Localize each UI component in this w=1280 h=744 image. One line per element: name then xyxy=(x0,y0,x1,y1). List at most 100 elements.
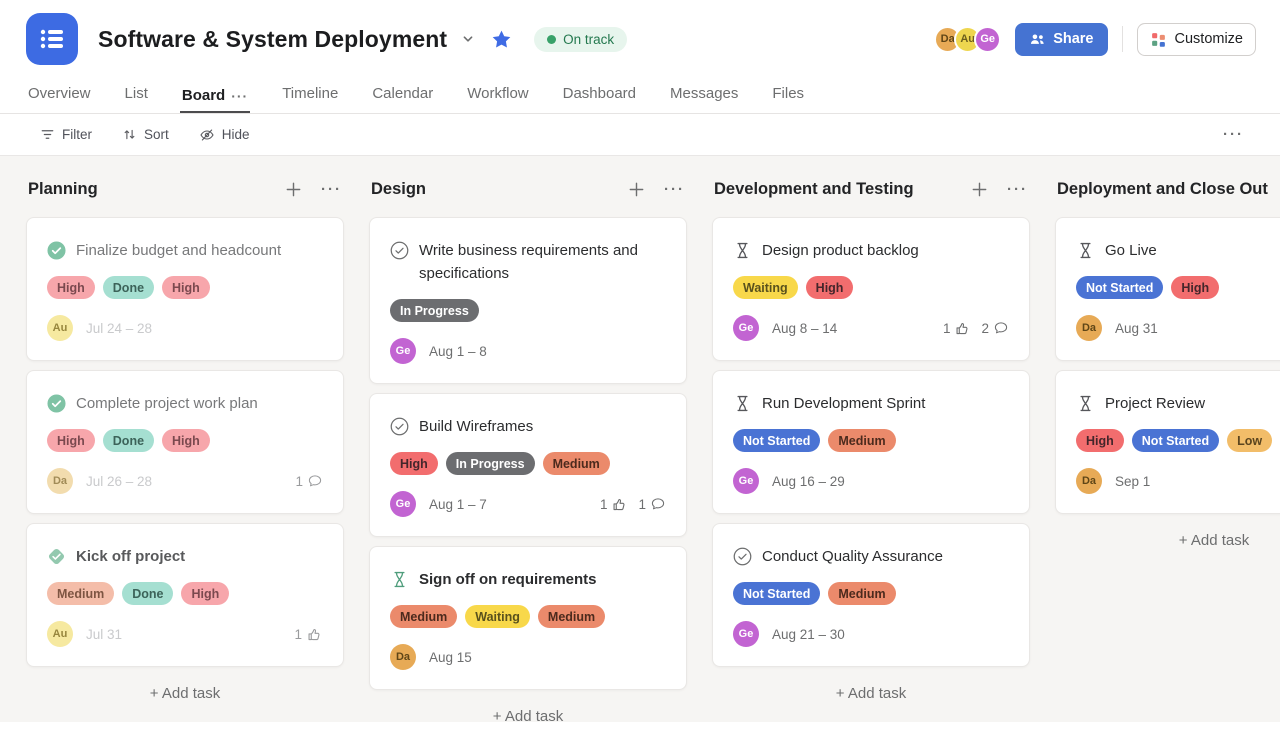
comment-count[interactable]: 1 xyxy=(295,473,323,489)
customize-button[interactable]: Customize xyxy=(1136,22,1256,56)
assignee-avatar[interactable]: Da xyxy=(1076,315,1102,341)
tag-chip-done: Done xyxy=(102,429,155,452)
share-button[interactable]: Share xyxy=(1015,22,1108,56)
customize-grid-icon xyxy=(1151,32,1165,47)
column-cards: Design product backlog Waiting High Ge Aug 8… xyxy=(712,217,1030,667)
status-badge[interactable]: On track xyxy=(534,26,628,52)
task-card[interactable]: Design product backlog Waiting High Ge Aug 8… xyxy=(712,217,1030,361)
check-circle-outline-icon xyxy=(733,547,752,568)
tab-timeline[interactable]: Timeline xyxy=(280,85,340,113)
task-card[interactable]: Build Wireframes High In Progress Medium Ge A… xyxy=(369,393,687,537)
tab-calendar[interactable]: Calendar xyxy=(370,85,435,113)
assignee-avatar[interactable]: Ge xyxy=(733,315,759,341)
task-title-row: Kick off project xyxy=(47,545,323,568)
tab-board[interactable]: Board ··· xyxy=(179,87,251,113)
assignee-avatar[interactable]: Au xyxy=(47,315,73,341)
member-avatars[interactable]: Da Au Ge xyxy=(934,25,1002,53)
task-card-footer: Ge Aug 1 – 8 xyxy=(390,338,666,364)
column-actions: ··· xyxy=(970,180,1028,199)
tag-chip-high: High xyxy=(1171,276,1220,299)
favorite-star-icon[interactable] xyxy=(491,29,512,50)
tag-chip-medium: Medium xyxy=(47,582,115,605)
tag-chip-high: High xyxy=(47,429,95,452)
task-card[interactable]: Go Live Not Started High Da Aug 31 xyxy=(1055,217,1280,361)
filter-button[interactable]: Filter xyxy=(40,127,92,142)
tag-chips: Not Started Medium xyxy=(733,429,1009,452)
status-dot-icon xyxy=(547,34,557,44)
task-card[interactable]: Write business requirements and specific… xyxy=(369,217,687,384)
task-title: Project Review xyxy=(1105,395,1206,412)
add-task-button[interactable]: + Add task xyxy=(1055,532,1280,549)
comment-count[interactable]: 1 xyxy=(638,496,666,512)
column-cards: Go Live Not Started High Da Aug 31 Project Re… xyxy=(1055,217,1280,514)
add-task-icon-button[interactable] xyxy=(970,180,989,199)
like-count[interactable]: 1 xyxy=(943,320,972,337)
task-title-row: Write business requirements and specific… xyxy=(390,239,666,285)
thumbs-up-icon xyxy=(611,496,628,513)
task-card[interactable]: Project Review High Not Started Low Da Sep 1 xyxy=(1055,370,1280,514)
add-task-button[interactable]: + Add task xyxy=(712,685,1030,702)
add-task-icon-button[interactable] xyxy=(627,180,646,199)
column-more-button[interactable]: ··· xyxy=(321,181,342,198)
tag-chips: In Progress xyxy=(390,299,666,322)
check-circle-outline-icon xyxy=(390,417,409,438)
column-header: Development and Testing ··· xyxy=(712,176,1030,199)
hide-button[interactable]: Hide xyxy=(199,127,250,143)
sort-button[interactable]: Sort xyxy=(122,127,169,142)
like-count[interactable]: 1 xyxy=(294,626,323,643)
tag-chips: High Done High xyxy=(47,276,323,299)
tab-workflow[interactable]: Workflow xyxy=(465,85,530,113)
assignee-avatar[interactable]: Da xyxy=(47,468,73,494)
like-count[interactable]: 1 xyxy=(600,496,629,513)
hourglass-icon xyxy=(733,394,752,415)
task-card[interactable]: Sign off on requirements Medium Waiting Med… xyxy=(369,546,687,690)
tag-chip-waiting: Waiting xyxy=(465,605,530,628)
task-card-footer: Da Aug 15 xyxy=(390,644,666,670)
project-list-icon[interactable] xyxy=(26,13,78,65)
column-header: Deployment and Close Out··· xyxy=(1055,176,1280,199)
tab-messages[interactable]: Messages xyxy=(668,85,740,113)
task-card[interactable]: Run Development Sprint Not Started Medium G… xyxy=(712,370,1030,514)
add-task-button[interactable]: + Add task xyxy=(26,685,344,702)
assignee-avatar[interactable]: Ge xyxy=(390,338,416,364)
tag-chip-high: High xyxy=(181,582,230,605)
assignee-avatar[interactable]: Da xyxy=(390,644,416,670)
assignee-avatar[interactable]: Au xyxy=(47,621,73,647)
tab-list[interactable]: List xyxy=(123,85,150,113)
assignee-avatar[interactable]: Ge xyxy=(390,491,416,517)
task-title-row: Complete project work plan xyxy=(47,392,323,415)
toolbar-more-button[interactable]: ··· xyxy=(1223,126,1244,143)
column-title: Development and Testing xyxy=(714,180,914,198)
add-task-button[interactable]: + Add task xyxy=(369,708,687,722)
task-card[interactable]: Kick off project Medium Done High Au Jul 31 1 xyxy=(26,523,344,667)
column-cards: Write business requirements and specific… xyxy=(369,217,687,690)
tab-more-icon[interactable]: ··· xyxy=(231,87,249,104)
tag-chip-not-started: Not Started xyxy=(733,429,821,452)
tab-dashboard[interactable]: Dashboard xyxy=(561,85,638,113)
column-more-button[interactable]: ··· xyxy=(664,181,685,198)
comment-icon xyxy=(650,496,666,512)
tab-label: Files xyxy=(772,85,805,102)
tag-chips: Not Started Medium xyxy=(733,582,1009,605)
task-card[interactable]: Complete project work plan High Done High Da… xyxy=(26,370,344,514)
assignee-avatar[interactable]: Da xyxy=(1076,468,1102,494)
assignee-avatar[interactable]: Ge xyxy=(733,468,759,494)
tag-chip-high: High xyxy=(805,276,854,299)
column-more-button[interactable]: ··· xyxy=(1007,181,1028,198)
task-card[interactable]: Finalize budget and headcount High Done Hig… xyxy=(26,217,344,361)
tag-chip-in-progress: In Progress xyxy=(390,299,479,322)
task-title: Design product backlog xyxy=(762,242,919,259)
comment-count[interactable]: 2 xyxy=(981,320,1009,336)
tab-overview[interactable]: Overview xyxy=(26,85,93,113)
board: Planning ··· Finalize budget and headcount… xyxy=(0,156,1280,722)
add-task-icon-button[interactable] xyxy=(284,180,303,199)
task-card-footer: Au Jul 24 – 28 xyxy=(47,315,323,341)
assignee-avatar[interactable]: Ge xyxy=(733,621,759,647)
tab-files[interactable]: Files xyxy=(770,85,806,113)
avatar-ge[interactable]: Ge xyxy=(974,25,1002,53)
task-card[interactable]: Conduct Quality Assurance Not Started Medi… xyxy=(712,523,1030,667)
share-label: Share xyxy=(1053,31,1094,47)
chevron-down-icon[interactable] xyxy=(459,30,477,48)
tag-chips: High Not Started Low xyxy=(1076,429,1280,452)
tag-chip-waiting: Waiting xyxy=(733,276,798,299)
